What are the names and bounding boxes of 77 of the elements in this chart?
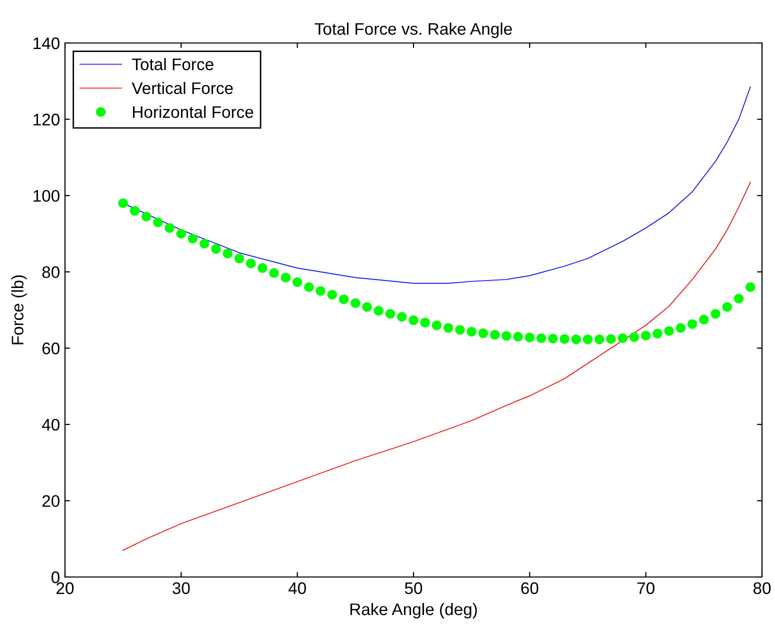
point bbox=[478, 328, 488, 338]
y-tick-label: 80 bbox=[42, 266, 60, 278]
point bbox=[443, 323, 454, 333]
point bbox=[513, 332, 523, 342]
line-series bbox=[122, 182, 751, 551]
point bbox=[629, 332, 640, 342]
x-tick-label: 40 bbox=[288, 582, 306, 594]
point bbox=[246, 258, 256, 268]
point bbox=[746, 282, 756, 292]
point bbox=[316, 286, 326, 296]
point bbox=[490, 330, 500, 340]
legend-label: Horizontal Force bbox=[133, 106, 254, 118]
point bbox=[153, 217, 163, 228]
point bbox=[397, 312, 407, 322]
y-axis-title: Force (lb) bbox=[11, 275, 27, 344]
legend-label: Vertical Force bbox=[132, 82, 233, 94]
point bbox=[606, 334, 616, 344]
y-tick-label: 140 bbox=[34, 37, 60, 50]
point bbox=[164, 223, 174, 233]
point bbox=[374, 306, 384, 316]
point bbox=[571, 334, 581, 344]
point bbox=[258, 263, 268, 273]
point bbox=[640, 330, 651, 340]
point bbox=[200, 238, 210, 248]
point bbox=[118, 198, 128, 208]
point bbox=[362, 302, 372, 312]
point bbox=[327, 290, 338, 300]
point bbox=[734, 294, 744, 304]
point bbox=[188, 234, 198, 244]
point bbox=[350, 298, 360, 308]
point bbox=[176, 228, 186, 239]
y-tick-label: 120 bbox=[34, 114, 60, 126]
y-tick-label: 40 bbox=[42, 418, 60, 431]
point bbox=[269, 268, 279, 278]
point bbox=[687, 319, 698, 329]
point bbox=[710, 308, 720, 319]
point bbox=[130, 206, 140, 216]
point bbox=[560, 334, 570, 344]
x-tick-label: 20 bbox=[56, 582, 74, 594]
point bbox=[466, 326, 476, 337]
point bbox=[536, 333, 546, 344]
x-tick-label: 80 bbox=[753, 582, 771, 594]
point bbox=[304, 282, 314, 292]
point bbox=[594, 334, 604, 344]
legend-label: Total Force bbox=[132, 58, 214, 70]
point bbox=[548, 334, 558, 344]
x-tick-label: 30 bbox=[172, 582, 190, 594]
y-tick-label: 100 bbox=[34, 190, 60, 202]
point bbox=[211, 244, 221, 254]
point bbox=[385, 308, 396, 319]
point bbox=[408, 315, 418, 326]
x-tick-label: 60 bbox=[521, 582, 538, 594]
point bbox=[222, 248, 232, 258]
point bbox=[455, 324, 465, 335]
point bbox=[618, 333, 628, 344]
point bbox=[141, 212, 152, 222]
point bbox=[652, 328, 662, 339]
point bbox=[676, 323, 686, 333]
point bbox=[280, 272, 291, 282]
point bbox=[338, 294, 349, 304]
point bbox=[524, 332, 535, 342]
chart-title: Total Force vs. Rake Angle bbox=[314, 22, 512, 38]
point bbox=[699, 314, 709, 324]
x-tick-label: 70 bbox=[637, 582, 654, 594]
y-tick-label: 0 bbox=[52, 571, 60, 584]
point bbox=[234, 254, 244, 264]
point bbox=[664, 326, 674, 336]
y-tick-label: 60 bbox=[42, 342, 60, 354]
point bbox=[420, 318, 430, 328]
point bbox=[582, 334, 593, 344]
point bbox=[292, 277, 302, 288]
point bbox=[432, 320, 442, 330]
y-tick-label: 20 bbox=[42, 495, 60, 507]
point bbox=[722, 302, 732, 312]
point bbox=[502, 331, 512, 341]
x-tick-label: 50 bbox=[404, 582, 422, 594]
x-axis-title: Rake Angle (deg) bbox=[350, 602, 477, 618]
